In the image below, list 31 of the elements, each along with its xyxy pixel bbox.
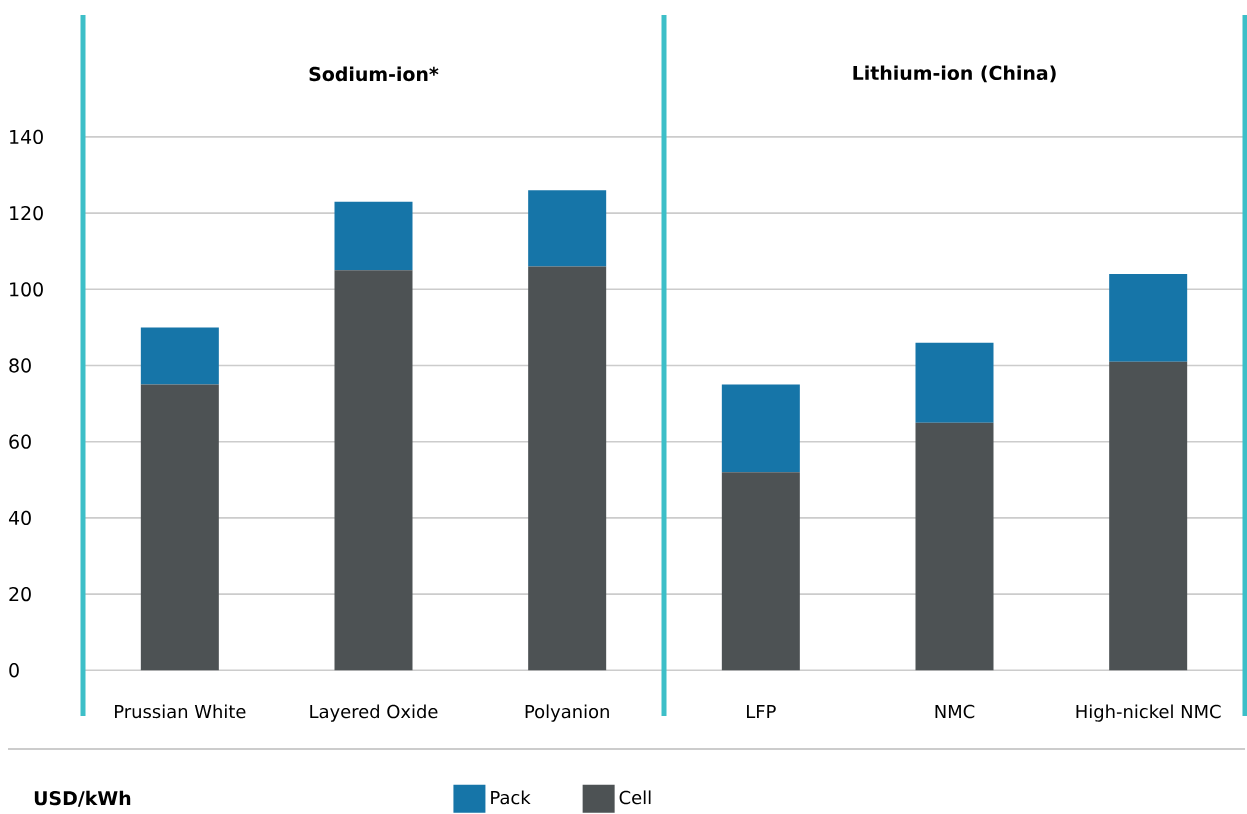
y-axis-title: USD/kWh <box>34 790 131 807</box>
legend-label: Cell <box>619 790 651 805</box>
annotation: Sodium-ion* <box>309 66 439 82</box>
bar <box>721 384 800 473</box>
bar <box>140 384 219 671</box>
y-tick-label: 0 <box>9 663 19 678</box>
bar <box>140 327 219 385</box>
legend-label: Pack <box>491 790 531 805</box>
y-tick-label: 20 <box>9 586 31 602</box>
x-tick-label: Polyanion <box>525 704 609 722</box>
bar <box>528 266 607 671</box>
bar <box>915 422 994 671</box>
bar <box>1109 274 1188 362</box>
bar <box>915 342 994 423</box>
x-tick-label: High-nickel NMC <box>1076 704 1221 722</box>
y-tick-label: 40 <box>8 510 31 526</box>
y-tick-label: 60 <box>9 434 31 449</box>
bar <box>1109 361 1188 671</box>
y-tick-label: 140 <box>10 129 43 145</box>
bar <box>721 472 800 671</box>
bar <box>528 190 607 267</box>
y-tick-label: 120 <box>10 205 43 221</box>
x-tick-label: Prussian White <box>115 704 246 719</box>
y-tick-label: 80 <box>9 358 31 373</box>
bar <box>334 270 413 671</box>
x-tick-label: LFP <box>747 704 776 718</box>
annotation: Lithium-ion (China) <box>853 65 1056 83</box>
x-tick-label: NMC <box>935 704 975 719</box>
bar <box>334 201 413 271</box>
x-tick-label: Layered Oxide <box>310 704 438 722</box>
y-tick-label: 100 <box>10 282 43 297</box>
